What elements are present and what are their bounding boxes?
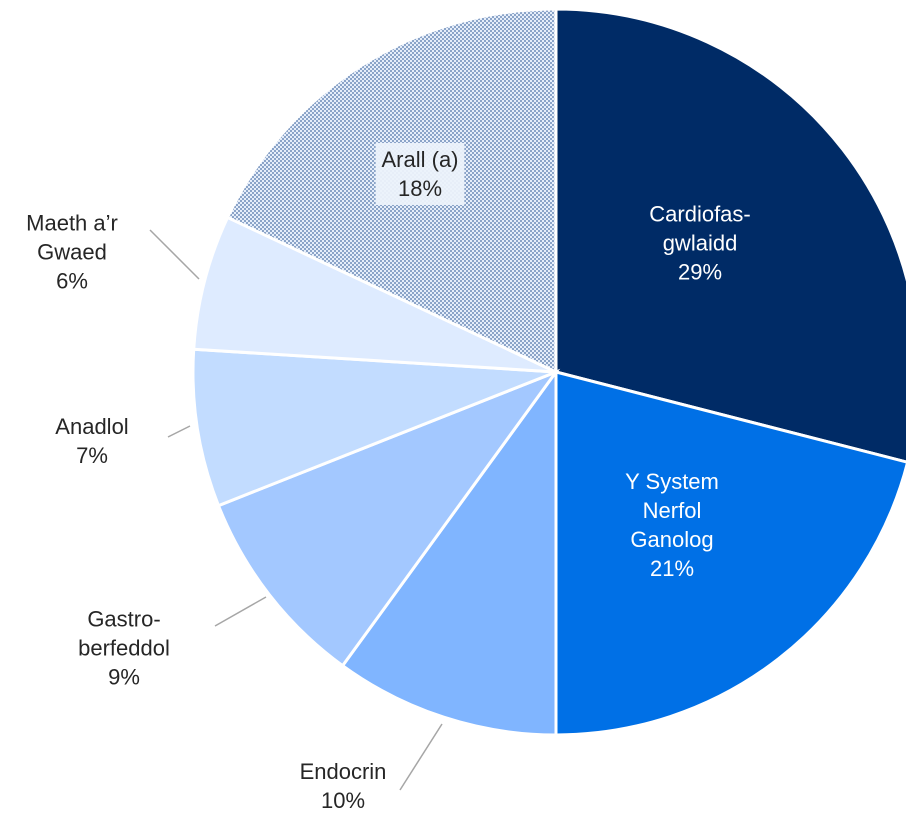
category-label: Endocrin: [299, 759, 387, 784]
slice-label: Maeth a’r Gwaed 6%: [26, 209, 118, 296]
value-label: 9%: [108, 664, 140, 690]
pie-slice: [554, 370, 906, 737]
category-label: Maeth a’r Gwaed: [26, 210, 118, 265]
category-label: Cardiofas- gwlaidd: [649, 201, 751, 256]
pie-slice: [192, 215, 557, 374]
slice-label: Arall (a) 18%: [375, 143, 465, 205]
leader-line: [399, 723, 443, 791]
pie-slice: [554, 7, 906, 464]
value-label: 29%: [677, 259, 723, 285]
value-label: 6%: [56, 268, 88, 294]
pie-slice: [216, 368, 561, 668]
pie-slice: [191, 347, 557, 508]
slice-label: Anadlol 7%: [55, 412, 128, 470]
value-label: 7%: [76, 443, 108, 468]
leader-line: [214, 596, 267, 627]
slice-label: Gastro- berfeddol 9%: [78, 605, 170, 692]
slice-label: Y System Nerfol Ganolog 21%: [625, 467, 719, 583]
slice-label: Endocrin 10%: [300, 757, 387, 815]
leader-line: [149, 229, 200, 280]
leader-line: [167, 425, 191, 438]
category-label: Gastro- berfeddol: [78, 606, 170, 661]
slice-label: Cardiofas- gwlaidd 29%: [649, 200, 750, 287]
category-label: Anadlol: [55, 414, 129, 439]
category-label: Y System Nerfol Ganolog: [625, 469, 719, 552]
value-label: 10%: [320, 788, 366, 813]
pie-slice: [340, 367, 558, 737]
category-label: Arall (a): [381, 147, 459, 172]
value-label: 21%: [649, 556, 695, 581]
value-label: 18%: [397, 176, 443, 201]
